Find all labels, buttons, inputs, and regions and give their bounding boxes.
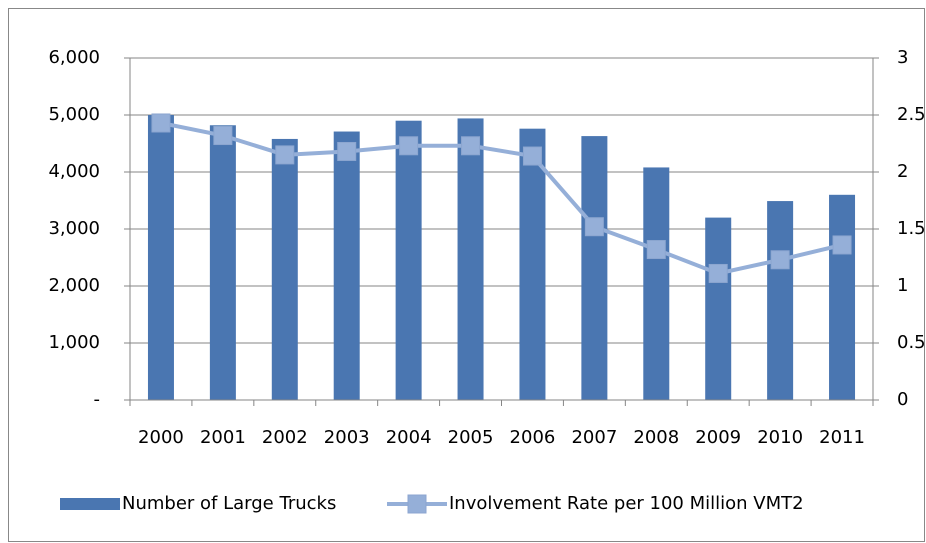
y-tick-label: - bbox=[94, 389, 101, 410]
x-tick-label: 2008 bbox=[633, 427, 679, 448]
bar bbox=[395, 120, 422, 400]
y2-tick-label: 3 bbox=[897, 47, 908, 68]
y2-tick-label: 1.5 bbox=[897, 218, 926, 239]
x-tick-label: 2006 bbox=[510, 427, 556, 448]
bar bbox=[767, 201, 794, 400]
x-tick-label: 2004 bbox=[386, 427, 432, 448]
line bbox=[160, 121, 843, 276]
bar bbox=[333, 131, 360, 400]
x-tick-label: 2010 bbox=[757, 427, 803, 448]
line-marker bbox=[584, 217, 604, 237]
line-marker bbox=[461, 136, 481, 156]
x-tick-label: 2001 bbox=[200, 427, 246, 448]
y-tick-label: 3,000 bbox=[48, 218, 100, 239]
y-tick-label: 1,000 bbox=[48, 332, 100, 353]
line-marker bbox=[337, 141, 357, 161]
line-marker bbox=[770, 250, 790, 270]
y-tick-label: 6,000 bbox=[48, 47, 100, 68]
x-tick-label: 2003 bbox=[324, 427, 370, 448]
line-marker bbox=[832, 235, 852, 255]
x-tick-label: 2002 bbox=[262, 427, 308, 448]
bar bbox=[147, 115, 174, 400]
bar bbox=[271, 138, 298, 400]
x-tick-label: 2007 bbox=[571, 427, 617, 448]
line-marker bbox=[399, 136, 419, 156]
y2-tick-label: 2.5 bbox=[897, 104, 926, 125]
x-tick-label: 2000 bbox=[138, 427, 184, 448]
legend-swatch bbox=[60, 498, 120, 510]
y-tick-label: 4,000 bbox=[48, 161, 100, 182]
bar bbox=[209, 125, 236, 400]
line-marker bbox=[522, 146, 542, 166]
bar bbox=[829, 194, 856, 400]
x-tick-label: 2005 bbox=[448, 427, 494, 448]
bar bbox=[581, 136, 608, 400]
y-tick-label: 2,000 bbox=[48, 275, 100, 296]
y2-tick-label: 2 bbox=[897, 161, 908, 182]
line-marker bbox=[151, 113, 171, 133]
line-marker bbox=[646, 240, 666, 260]
legend-label: Number of Large Trucks bbox=[122, 493, 336, 514]
line-marker bbox=[213, 126, 233, 146]
bar bbox=[519, 128, 546, 400]
x-tick-label: 2009 bbox=[695, 427, 741, 448]
y2-tick-label: 0 bbox=[897, 389, 908, 410]
y-tick-label: 5,000 bbox=[48, 104, 100, 125]
x-tick-label: 2011 bbox=[819, 427, 865, 448]
bar bbox=[643, 167, 670, 400]
y2-tick-label: 0.5 bbox=[897, 332, 926, 353]
legend-label: Involvement Rate per 100 Million VMT2 bbox=[449, 493, 804, 514]
y2-tick-label: 1 bbox=[897, 275, 908, 296]
bar bbox=[705, 217, 732, 400]
line-marker bbox=[708, 263, 728, 283]
line-marker bbox=[275, 145, 295, 165]
legend-swatch-marker bbox=[407, 494, 427, 514]
bar bbox=[457, 118, 484, 401]
